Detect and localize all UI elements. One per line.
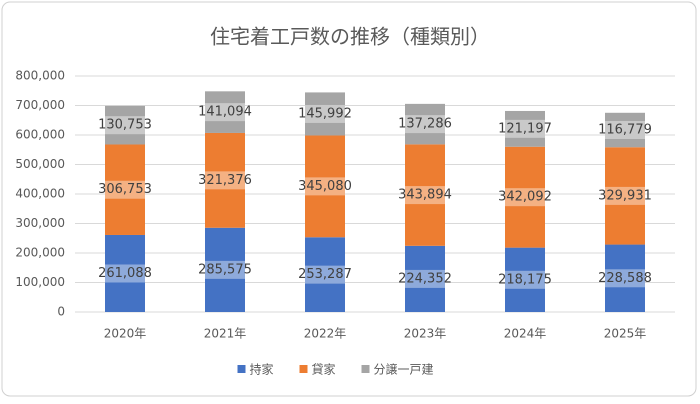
y-tick-label: 300,000: [15, 216, 65, 230]
data-label: 285,575: [198, 262, 252, 277]
data-label-bg: [605, 186, 645, 205]
data-label-bg: [505, 188, 545, 207]
data-label-bg: [605, 121, 645, 140]
data-label: 329,931: [598, 188, 652, 203]
bar-segment: [405, 245, 445, 312]
legend-swatch: [299, 365, 308, 373]
y-tick-label: 400,000: [15, 187, 65, 201]
data-label: 306,753: [98, 182, 152, 197]
bar-segment: [305, 237, 345, 312]
legend-swatch: [237, 365, 246, 373]
legend-label: 分譲一戸建: [374, 362, 434, 377]
data-label: 253,287: [298, 267, 352, 282]
data-label-bg: [205, 171, 245, 190]
chart-title: 住宅着工戸数の推移（種類別）: [210, 25, 490, 49]
data-label: 218,175: [498, 272, 552, 287]
data-label-bg: [505, 270, 545, 289]
data-label-bg: [605, 269, 645, 288]
data-label-bg: [305, 104, 345, 123]
data-label: 137,286: [398, 117, 452, 132]
data-label: 145,992: [298, 106, 352, 121]
bar-segment: [505, 247, 545, 312]
legend-label: 貸家: [312, 362, 336, 377]
data-label-bg: [305, 265, 345, 284]
data-label-bg: [405, 186, 445, 205]
data-label-bg: [205, 260, 245, 279]
bar-segment: [205, 91, 245, 133]
x-tick-label: 2022年: [304, 327, 347, 341]
data-label: 130,753: [98, 118, 152, 133]
data-label-bg: [105, 116, 145, 135]
data-label: 345,080: [298, 179, 352, 194]
y-tick-label: 500,000: [15, 157, 65, 171]
data-label: 343,894: [398, 188, 452, 203]
bar-segment: [205, 132, 245, 228]
x-tick-label: 2024年: [504, 327, 547, 341]
legend-label: 持家: [250, 362, 274, 377]
x-tick-label: 2023年: [404, 327, 447, 341]
bar-segment: [605, 147, 645, 245]
bar-segment: [505, 110, 545, 147]
bar-segment: [305, 92, 345, 136]
data-label-bg: [305, 177, 345, 196]
data-label: 261,088: [98, 266, 152, 281]
data-label: 121,197: [498, 121, 552, 136]
bar-segment: [105, 234, 145, 312]
data-label-bg: [505, 119, 545, 138]
bar-segment: [505, 146, 545, 248]
bar-segment: [105, 105, 145, 145]
y-tick-label: 700,000: [15, 98, 65, 112]
bar-segment: [205, 227, 245, 312]
bar-segment: [305, 135, 345, 238]
y-tick-label: 800,000: [15, 69, 65, 83]
y-tick-label: 600,000: [15, 128, 65, 142]
data-label-bg: [105, 180, 145, 199]
data-label-bg: [105, 264, 145, 283]
data-label-bg: [405, 269, 445, 288]
y-tick-label: 100,000: [15, 275, 65, 289]
x-tick-label: 2025年: [604, 327, 647, 341]
legend-swatch: [361, 365, 370, 373]
bar-segment: [405, 144, 445, 246]
data-label: 228,588: [598, 271, 652, 286]
data-label: 321,376: [198, 173, 252, 188]
data-label: 141,094: [198, 105, 252, 120]
bar-segment: [605, 112, 645, 148]
data-label-bg: [405, 115, 445, 134]
x-tick-label: 2020年: [104, 327, 147, 341]
x-tick-label: 2021年: [204, 327, 247, 341]
data-label-bg: [205, 103, 245, 122]
y-tick-label: 200,000: [15, 246, 65, 260]
bar-segment: [405, 103, 445, 145]
bar-segment: [105, 144, 145, 235]
data-label: 342,092: [498, 190, 552, 205]
data-label: 116,779: [598, 123, 652, 138]
y-tick-label: 0: [57, 305, 65, 319]
data-label: 224,352: [398, 271, 452, 286]
bar-segment: [605, 244, 645, 312]
